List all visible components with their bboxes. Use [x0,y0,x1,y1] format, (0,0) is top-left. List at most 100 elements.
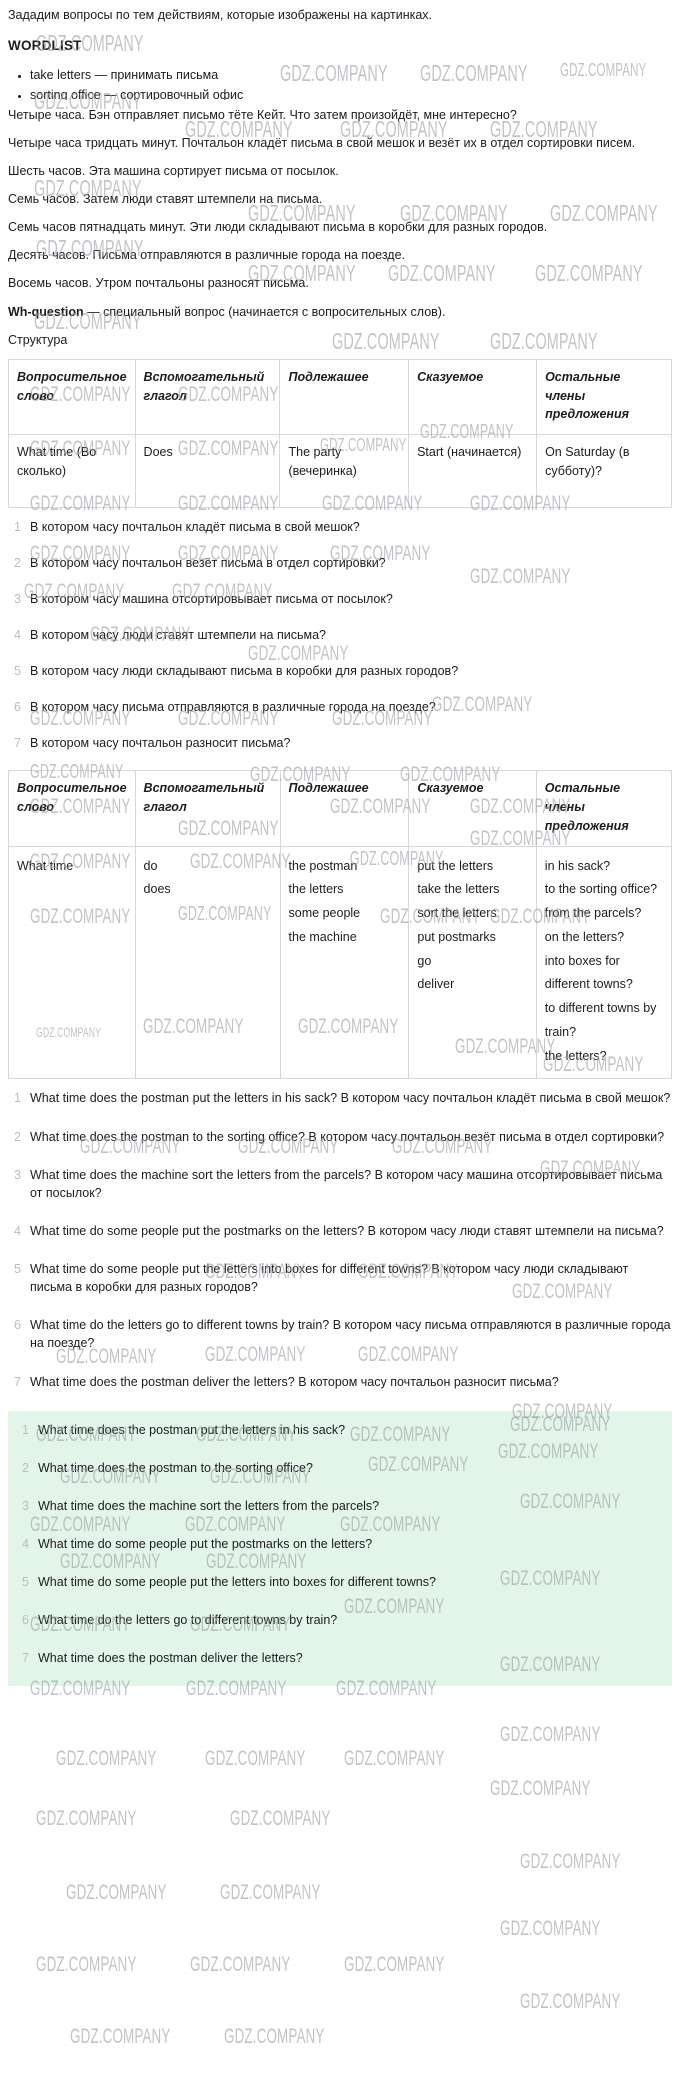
item-number: 2 [22,1460,29,1475]
column-header-rest: Остальные члены предложения [536,358,672,436]
item-number: 7 [14,1374,21,1389]
item-text: What time does the postman to the sortin… [30,1129,665,1144]
watermark-text: GDZ.COMPANY [490,1775,591,1800]
item-text: What time do some people put the postmar… [38,1537,373,1552]
list-item: 5 What time do some people put the letter… [16,1573,664,1591]
list-item: 3 В котором часу машина отсортировывает п… [8,590,672,608]
list-item: 7 What time does the postman deliver the … [8,1373,672,1391]
list-item: 6 В котором часу письма отправляются в ра… [8,698,672,716]
list-item: 4 What time do some people put the postma… [8,1222,672,1240]
item-text: What time does the postman deliver the l… [30,1374,559,1389]
item-number: 5 [14,664,21,679]
column-header-predicate: Сказуемое [408,770,537,847]
item-text: What time does the postman deliver the l… [38,1651,303,1666]
list-item: 6 What time do the letters go to differen… [16,1611,664,1629]
watermark-text: GDZ.COMPANY [520,1988,621,2013]
table-header-row: Вопросительное слово Вспомогательный гла… [8,358,672,436]
watermark-text: GDZ.COMPANY [230,1805,331,1830]
watermark-text: GDZ.COMPANY [205,1745,306,1770]
watermark-text: GDZ.COMPANY [500,1915,601,1940]
cell-predicate: put the letters take the letters sort th… [408,845,537,1080]
list-item: 4 В котором часу люди ставят штемпели на … [8,626,672,644]
cell-subject: The party (вечеринка) [279,434,410,508]
watermark-text: GDZ.COMPANY [66,1879,167,1904]
timeline-line-2: Четыре часа тридцать минут. Почтальон кл… [8,135,636,150]
list-item: 2 What time does the postman to the sorti… [16,1459,664,1477]
cell-line: some people [288,906,361,921]
timeline-line-4: Семь часов. Затем люди ставят штемпели н… [8,192,323,207]
list-item: 2 What time does the postman to the sorti… [8,1128,672,1146]
cell-line: go [417,953,432,968]
russian-questions-list: 1 В котором часу почтальон кладёт письма … [8,518,672,753]
item-number: 2 [14,555,21,570]
timeline-line-1: Четыре часа. Бэн отправляет письмо тёте … [8,107,517,122]
cell-auxiliary-verb: do does [134,845,281,1080]
watermark-text: GDZ.COMPANY [190,1951,291,1976]
cell-question-word: What time [8,845,136,1080]
item-number: 1 [14,1091,21,1106]
item-number: 4 [14,1223,21,1238]
item-text: What time does the postman to the sortin… [38,1460,313,1475]
cell-line: the postman [288,858,358,873]
item-number: 7 [22,1651,29,1666]
item-number: 4 [14,627,21,642]
item-text: В котором часу люди ставят штемпели на п… [30,627,326,642]
cell-line: from the parcels? [544,906,642,921]
watermark-text: GDZ.COMPANY [344,1745,445,1770]
watermark-text: GDZ.COMPANY [520,1848,621,1873]
cell-line: the machine [288,929,357,944]
column-header-subject: Подлежашее [279,358,410,436]
column-header-question-word: Вопросительное слово [8,358,136,436]
english-structure-table: Вопросительное слово Вспомогательный гла… [8,770,673,1080]
list-item: take letters — принимать письма [30,66,672,84]
cell-line: in his sack? [544,858,611,873]
cell-question-word: What time (Во сколько) [8,434,136,508]
list-item: 3 What time does the machine sort the let… [16,1497,664,1515]
cell-line: the letters [288,882,344,897]
column-header-predicate: Сказуемое [408,358,538,436]
table-header-row: Вопросительное слово Вспомогательный гла… [8,770,673,847]
list-item: 1 What time does the postman put the lett… [16,1421,664,1439]
item-text: В котором часу почтальон везёт письма в … [30,555,386,570]
item-text: В котором часу машина отсортировывает пи… [30,591,393,606]
cell-auxiliary-verb: Does [134,434,281,508]
bilingual-answers-list: 1 What time does the postman put the lett… [8,1089,672,1390]
cell-line: on the letters? [544,929,625,944]
item-number: 3 [14,591,21,606]
list-item: 1 What time does the postman put the lett… [8,1089,672,1107]
cell-line: into boxes for different towns? [544,953,633,992]
item-number: 3 [14,1167,21,1182]
cell-line: the letters? [544,1048,607,1063]
column-header-auxiliary-verb: Вспомогательный глагол [134,770,281,847]
table-row: What time do does the postman the letter… [8,845,673,1080]
watermark-text: GDZ.COMPANY [220,1879,321,1904]
item-number: 7 [14,736,21,751]
item-number: 2 [14,1129,21,1144]
column-header-auxiliary-verb: Вспомогательный глагол [134,358,281,436]
cell-line: What time [17,858,74,873]
column-header-question-word: Вопросительное слово [8,770,136,847]
watermark-text: GDZ.COMPANY [344,1951,445,1976]
cell-line: to different towns by train? [544,1001,657,1039]
list-item: 7 В котором часу почтальон разносит письм… [8,734,672,752]
cell-line: does [143,882,171,897]
list-item: sorting office — сортировочный офис [30,86,672,100]
cell-line: do [143,858,158,873]
lead-paragraph: Зададим вопросы по тем действиям, которы… [8,8,433,22]
column-header-subject: Подлежашее [279,770,410,847]
english-answers-block: 1 What time does the postman put the lett… [8,1410,672,1686]
cell-line: put the letters [417,858,494,873]
timeline-line-7: Восемь часов. Утром почтальоны разносят … [8,276,309,291]
timeline-line-5: Семь часов пятнадцать минут. Эти люди ск… [8,220,548,235]
item-number: 3 [22,1498,29,1513]
cell-predicate: Start (начинается) [408,434,538,508]
list-item: 7 What time does the postman deliver the … [16,1649,664,1667]
list-item: 3 What time does the machine sort the let… [8,1166,672,1202]
cell-line: deliver [417,977,455,992]
wh-question-text: — специальный вопрос (начинается с вопро… [83,304,446,319]
english-answers-list: 1 What time does the postman put the lett… [16,1421,664,1668]
list-item: 2 В котором часу почтальон везёт письма в… [8,554,672,572]
watermark-text: GDZ.COMPANY [56,1745,157,1770]
timeline-line-3: Шесть часов. Эта машина сортирует письма… [8,163,339,178]
cell-rest: in his sack? to the sorting office? from… [535,845,673,1080]
